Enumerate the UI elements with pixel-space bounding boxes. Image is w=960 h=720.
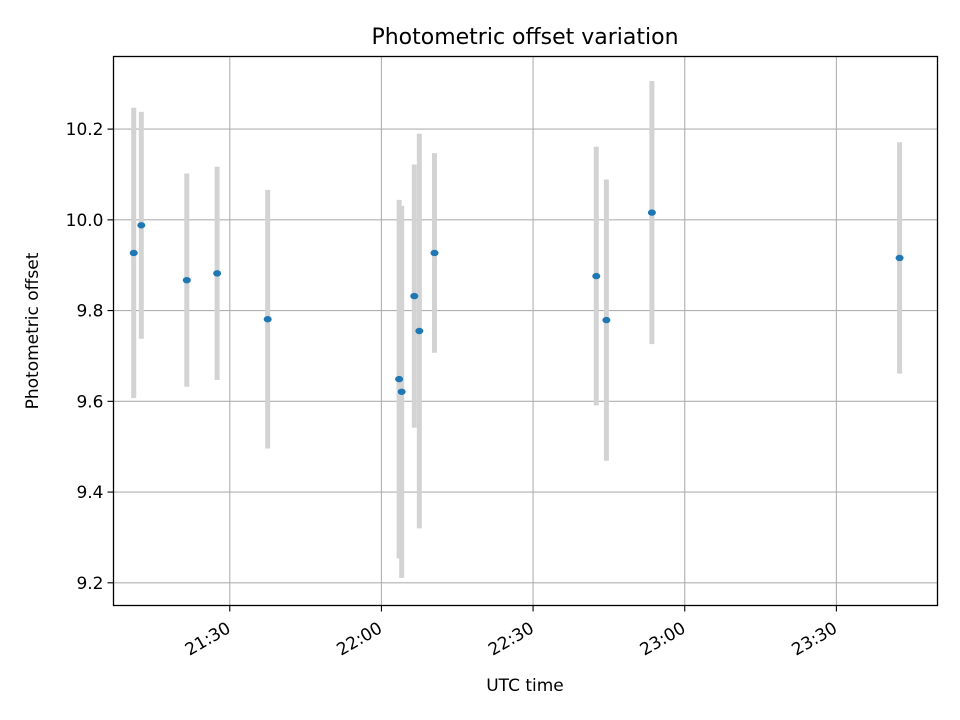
data-point: [395, 375, 404, 383]
x-axis: 21:30 22:00 22:30 23:00 23:30: [182, 605, 841, 661]
data-point: [410, 292, 419, 300]
data-point: [263, 316, 272, 323]
y-axis-label: Photometric offset: [23, 252, 43, 409]
y-tick-label: 9.6: [76, 392, 103, 412]
y-tick-label: 10.0: [66, 211, 104, 231]
data-point: [182, 276, 191, 284]
grid: [113, 56, 938, 606]
data-point: [397, 388, 406, 395]
y-axis: 9.2 9.4 9.6 9.8 10.0 10.2: [66, 120, 114, 594]
data-point: [647, 209, 656, 216]
y-tick-label: 9.8: [76, 302, 103, 322]
data-points: [129, 209, 904, 395]
x-tick-label: 22:00: [333, 619, 385, 661]
data-point: [430, 249, 439, 257]
data-point: [213, 270, 222, 277]
x-tick-label: 21:30: [182, 619, 234, 661]
plot-frame: [112, 55, 939, 607]
x-tick-label: 23:00: [637, 619, 689, 661]
chart-title: Photometric offset variation: [371, 25, 678, 50]
x-axis-label: UTC time: [486, 676, 564, 696]
data-point: [592, 272, 601, 280]
x-tick-label: 23:30: [788, 619, 840, 661]
data-point: [895, 254, 904, 262]
error-bars: [131, 81, 903, 578]
x-tick-label: 22:30: [485, 619, 537, 661]
y-tick-label: 9.4: [76, 483, 103, 503]
y-tick-label: 10.2: [66, 120, 104, 140]
data-point: [137, 222, 146, 229]
y-tick-label: 9.2: [76, 574, 103, 594]
data-point: [415, 327, 424, 335]
data-point: [129, 249, 138, 257]
data-point: [602, 316, 611, 324]
